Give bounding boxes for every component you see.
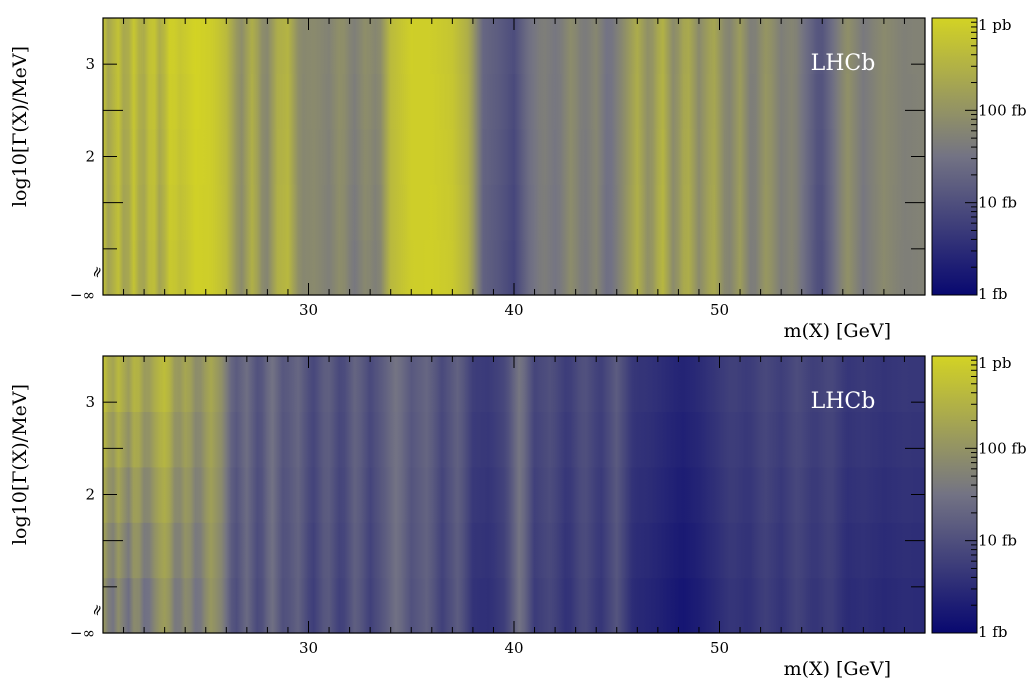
- x-axis-title: m(X) [GeV]: [784, 320, 891, 342]
- y-tick-label: 2: [85, 148, 95, 166]
- heatmap-band: [103, 466, 925, 523]
- heatmap-band: [103, 184, 925, 241]
- y-tick-label: −∞: [70, 624, 95, 642]
- x-axis-title: m(X) [GeV]: [784, 658, 891, 680]
- colorbar-tick-label: 100 fb: [978, 439, 1027, 457]
- x-tick-labels: 30 40 50: [299, 301, 729, 319]
- x-tick-label: 30: [299, 301, 318, 319]
- y-tick-label: 3: [85, 393, 95, 411]
- y-tick-labels: −∞ 2 3: [70, 393, 95, 642]
- lhcb-label: LHCb: [811, 51, 876, 76]
- axis-break-symbol: ≈: [86, 601, 107, 619]
- y-axis-title: log10[Γ(X)/MeV]: [9, 46, 31, 207]
- axis-break-symbol: ≈: [86, 263, 107, 281]
- colorbar-gradient: [932, 18, 977, 295]
- colorbar-ticks: [965, 355, 977, 634]
- colorbar-tick-label: 1 pb: [978, 354, 1012, 372]
- x-tick-labels: 30 40 50: [299, 639, 729, 657]
- colorbar-tick-label: 1 fb: [978, 285, 1007, 303]
- axis-ticks: [102, 355, 926, 633]
- heatmap-layer: [103, 18, 925, 296]
- colorbar-tick-label: 100 fb: [978, 101, 1027, 119]
- y-tick-label: −∞: [70, 286, 95, 304]
- heatmap-band: [103, 522, 925, 579]
- heatmap-layer: [103, 356, 925, 634]
- colorbar: 1 pb 100 fb 10 fb 1 fb: [931, 354, 1027, 641]
- heatmap-band: [103, 411, 925, 468]
- colorbar-tick-label: 1 pb: [978, 16, 1012, 34]
- colorbar-tick-label: 10 fb: [978, 194, 1017, 212]
- x-tick-label: 30: [299, 639, 318, 657]
- axis-ticks: [102, 17, 926, 295]
- bottom-panel: 30 40 50 −∞ 2 3 ≈ LHCb m(X) [GeV] log10[…: [9, 354, 1027, 680]
- y-tick-labels: −∞ 2 3: [70, 55, 95, 304]
- colorbar-frame: [931, 17, 978, 296]
- colorbar-tick-label: 1 fb: [978, 623, 1007, 641]
- colorbar: 1 pb 100 fb 10 fb 1 fb: [931, 16, 1027, 303]
- heatmap-band: [103, 73, 925, 130]
- colorbar-frame: [931, 355, 978, 634]
- y-axis-title: log10[Γ(X)/MeV]: [9, 384, 31, 545]
- top-panel: 30 40 50 −∞ 2 3 ≈ LHCb m(X) [GeV] log10[…: [9, 16, 1027, 342]
- colorbar-tick-label: 10 fb: [978, 532, 1017, 550]
- colorbar-gradient: [932, 356, 977, 633]
- heatmap-band: [103, 128, 925, 185]
- y-tick-label: 2: [85, 486, 95, 504]
- lhcb-label: LHCb: [811, 389, 876, 414]
- x-tick-label: 50: [710, 301, 729, 319]
- colorbar-ticks: [965, 17, 977, 296]
- x-tick-label: 50: [710, 639, 729, 657]
- x-tick-label: 40: [504, 301, 523, 319]
- y-tick-label: 3: [85, 55, 95, 73]
- x-tick-label: 40: [504, 639, 523, 657]
